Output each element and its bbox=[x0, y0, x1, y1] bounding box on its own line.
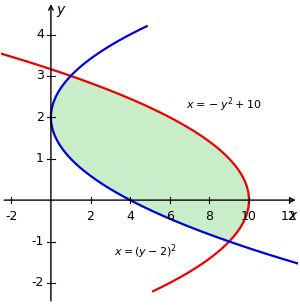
Text: x: x bbox=[288, 209, 296, 223]
Text: 6: 6 bbox=[166, 210, 174, 223]
Text: y: y bbox=[56, 3, 64, 17]
Text: $x = (y-2)^2$: $x = (y-2)^2$ bbox=[114, 242, 177, 261]
Text: 4: 4 bbox=[36, 28, 44, 41]
Text: -2: -2 bbox=[5, 210, 17, 223]
Text: -2: -2 bbox=[32, 276, 44, 289]
Text: 4: 4 bbox=[126, 210, 134, 223]
Text: $x = -y^2 + 10$: $x = -y^2 + 10$ bbox=[186, 95, 261, 114]
Text: 2: 2 bbox=[87, 210, 94, 223]
Text: 1: 1 bbox=[36, 152, 44, 165]
Text: 3: 3 bbox=[36, 70, 44, 82]
Text: -1: -1 bbox=[32, 235, 44, 248]
Text: 2: 2 bbox=[36, 111, 44, 124]
Text: 12: 12 bbox=[281, 210, 296, 223]
Text: 10: 10 bbox=[241, 210, 257, 223]
Text: 8: 8 bbox=[206, 210, 213, 223]
